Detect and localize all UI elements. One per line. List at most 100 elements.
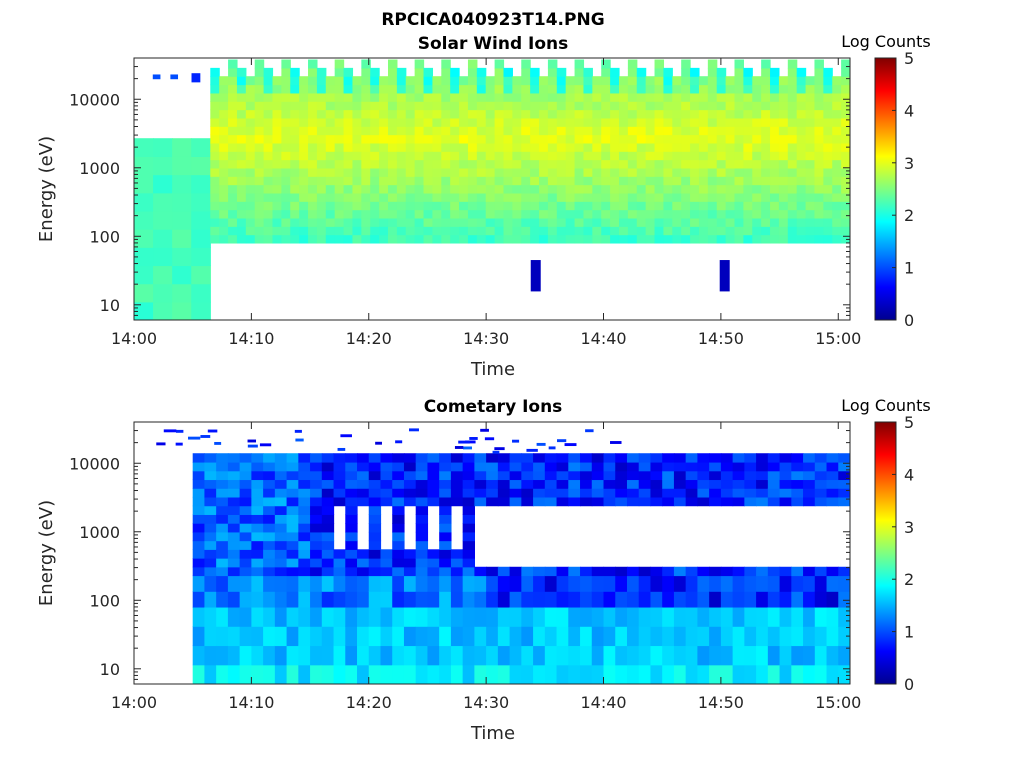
cometary-cell [779, 664, 792, 684]
solar-wind-cell [361, 209, 371, 219]
cometary-cell [450, 575, 464, 592]
cometary-cell [192, 606, 206, 627]
cometary-cell [591, 470, 605, 481]
solar-wind-cell [832, 117, 842, 127]
solar-wind-cell [423, 84, 434, 94]
solar-wind-cell [805, 92, 816, 102]
solar-wind-cell [325, 226, 336, 236]
solar-wind-cell [636, 159, 647, 169]
cometary-cell [427, 549, 440, 559]
cometary-cell [439, 645, 452, 666]
solar-wind-cell [583, 142, 593, 152]
solar-wind-cell [308, 134, 318, 144]
cometary-cell [673, 664, 687, 684]
cometary-cell [591, 575, 605, 592]
solar-wind-cell [441, 167, 451, 177]
cometary-cell [263, 470, 276, 481]
solar-wind-cell [530, 142, 540, 152]
cometary-cell [585, 429, 594, 433]
cometary-cell [521, 479, 534, 489]
solar-wind-cell [734, 109, 744, 119]
solar-wind-cell [316, 192, 327, 202]
solar-wind-cell [450, 151, 460, 161]
solar-wind-cell [841, 184, 850, 194]
solar-wind-cell [556, 151, 567, 161]
solar-wind-cell [414, 76, 425, 86]
solar-wind-cell [610, 151, 620, 161]
cometary-cell [744, 479, 757, 489]
solar-wind-cell [698, 176, 709, 186]
cometary-cell [310, 549, 323, 559]
solar-wind-cell [236, 101, 247, 111]
solar-wind-cell [601, 201, 611, 211]
solar-wind-cell [476, 67, 487, 77]
cometary-cell [638, 575, 652, 592]
solar-wind-cell [308, 84, 318, 94]
solar-wind-cell [485, 192, 496, 202]
solar-wind-cell [245, 217, 256, 227]
solar-wind-cell [574, 209, 585, 219]
solar-wind-cell [627, 159, 638, 169]
cometary-cell [368, 626, 382, 647]
solar-wind-cell [263, 192, 274, 202]
cometary-cell [462, 531, 475, 542]
solar-wind-cell [423, 151, 434, 161]
cometary-cell [239, 505, 252, 515]
cometary-cell [732, 496, 745, 507]
cometary-cell [247, 444, 258, 448]
cometary-cell [697, 566, 710, 577]
cometary-cell [188, 436, 201, 440]
cometary-cell [286, 531, 299, 542]
solar-wind-cell [770, 109, 780, 119]
solar-wind-cell [547, 117, 558, 127]
solar-wind-cell [787, 151, 798, 161]
solar-wind-cell [601, 109, 611, 119]
solar-wind-cell [299, 209, 309, 219]
solar-wind-cell [210, 76, 220, 86]
solar-wind-cell [219, 226, 229, 236]
solar-wind-cell [832, 126, 842, 136]
cometary-cell [462, 566, 475, 577]
solar-wind-cell [396, 151, 407, 161]
solar-wind-cell [627, 109, 638, 119]
cometary-cell [509, 645, 522, 666]
solar-wind-cell [423, 67, 434, 77]
solar-wind-cell [450, 117, 460, 127]
cometary-cell [357, 664, 370, 684]
solar-wind-cell [663, 92, 673, 102]
cometary-cell [744, 575, 757, 592]
solar-wind-cell [370, 134, 380, 144]
solar-wind-cell [316, 209, 327, 219]
solar-wind-cell [325, 176, 336, 186]
cometary-cell [239, 606, 252, 627]
solar-wind-cell [539, 192, 549, 202]
cometary-cell [368, 575, 382, 592]
solar-wind-cell [778, 151, 789, 161]
solar-wind-cell [636, 192, 647, 202]
solar-wind-cell [681, 226, 691, 236]
cometary-cell [368, 549, 382, 559]
solar-wind-cell [530, 126, 540, 136]
cometary-cell [568, 626, 581, 647]
solar-wind-cell [494, 192, 505, 202]
solar-wind-cell [379, 151, 389, 161]
cometary-cell [227, 514, 241, 524]
cometary-cell [603, 461, 616, 472]
cometary-cell [380, 645, 393, 666]
cometary-cell [298, 514, 311, 524]
cometary-cell [216, 591, 229, 608]
cometary-cell [626, 461, 640, 472]
cometary-cell [673, 575, 687, 592]
solar-wind-cell [467, 109, 478, 119]
cometary-cell [580, 575, 593, 592]
solar-wind-cell [228, 134, 238, 144]
solar-wind-cell [325, 134, 336, 144]
solar-wind-cell [441, 109, 451, 119]
solar-wind-cell [245, 76, 256, 86]
solar-wind-cell [787, 167, 798, 177]
cometary-cell [415, 523, 429, 533]
cometary-cell [544, 470, 558, 481]
solar-wind-cell [423, 142, 434, 152]
solar-wind-cell [316, 234, 327, 244]
solar-wind-cell [618, 92, 629, 102]
